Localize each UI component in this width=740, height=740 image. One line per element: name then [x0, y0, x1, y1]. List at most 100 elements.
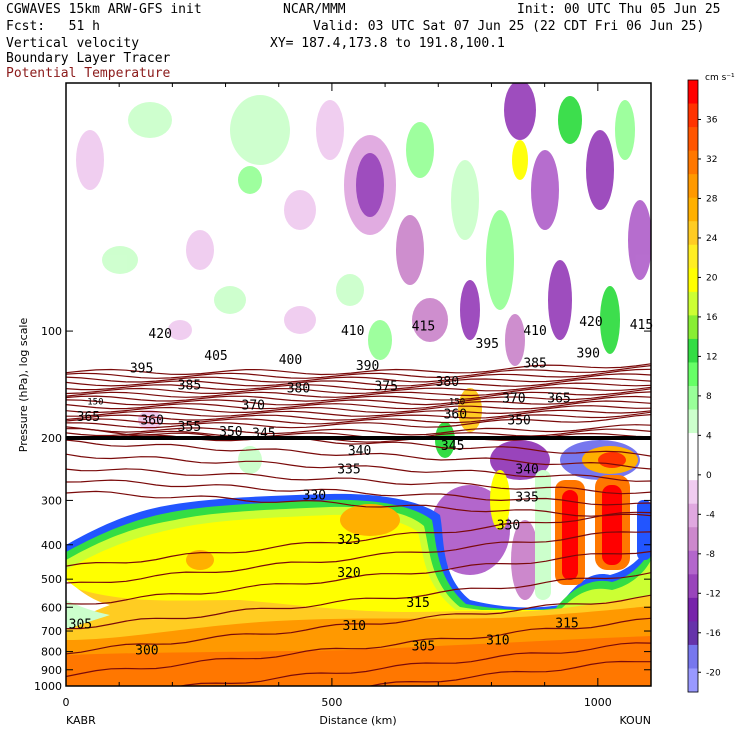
colorbar-swatch [688, 644, 698, 669]
colorbar-swatch [688, 315, 698, 340]
y-axis-title: Pressure (hPa), log scale [17, 318, 30, 453]
theta-contour [66, 377, 651, 391]
theta-label: 315 [555, 617, 578, 632]
theta-label: 300 [135, 644, 158, 659]
colorbar-swatch [688, 291, 698, 316]
theta-label: 340 [515, 462, 538, 477]
x-tick-label: 1000 [584, 696, 612, 709]
colorbar-label: 32 [706, 155, 717, 165]
theta-label: 400 [279, 353, 302, 368]
theta-contour [66, 414, 651, 429]
colorbar-swatch [688, 668, 698, 693]
theta-label: 410 [523, 324, 546, 339]
theta-label: 385 [178, 378, 201, 393]
theta-contour [66, 365, 651, 379]
colorbar-swatch [688, 527, 698, 552]
colorbar-swatch [688, 197, 698, 222]
colorbar-label: -20 [706, 668, 721, 678]
colorbar-swatch [688, 409, 698, 434]
colorbar-swatch [688, 80, 698, 105]
colorbar-label: -12 [706, 589, 721, 599]
theta-contour [66, 409, 651, 421]
colorbar-swatch [688, 244, 698, 269]
colorbar-label: 20 [706, 273, 718, 283]
theta-contour [66, 382, 651, 395]
colorbar-swatch [688, 362, 698, 387]
theta-label: 330 [497, 519, 520, 534]
theta-label: 370 [242, 398, 265, 413]
theta-label: 150 [87, 398, 103, 408]
theta-contour [66, 368, 651, 383]
theta-contour [66, 550, 651, 605]
colorbar-label: -8 [706, 550, 715, 560]
theta-contour [66, 594, 651, 655]
y-tick-label: 400 [41, 539, 62, 552]
colorbar-swatch [688, 150, 698, 175]
x-tick-label: 0 [63, 696, 70, 709]
colorbar-label: 16 [706, 313, 718, 323]
colorbar-units: cm s⁻¹ [705, 73, 735, 83]
theta-contour [66, 427, 651, 457]
theta-contour [66, 391, 651, 406]
colorbar-swatch [688, 127, 698, 152]
theta-label: 385 [523, 357, 546, 372]
colorbar-swatch [688, 174, 698, 199]
theta-contour [66, 424, 651, 436]
colorbar-label: 36 [706, 115, 718, 125]
theta-contour [66, 572, 651, 630]
theta-contour [178, 642, 651, 686]
colorbar-label: 8 [706, 392, 712, 402]
theta-label: 305 [69, 618, 92, 633]
x-axis: 0 500 1000 [63, 83, 652, 709]
theta-contour [66, 439, 651, 470]
colorbar-label: 24 [706, 234, 718, 244]
theta-contour [367, 660, 651, 686]
y-axis: 100 200 300 400 500 600 700 800 900 1000 [34, 325, 651, 693]
theta-label: 415 [630, 318, 653, 333]
theta-label-layer: 420 410 415 405 400 395 390 385 380 375 370 365 360 3… [69, 315, 654, 659]
colorbar-label: 12 [706, 352, 717, 362]
theta-label: 420 [579, 315, 602, 330]
plot-frame [65, 82, 652, 687]
theta-label: 355 [178, 420, 201, 435]
field-vertical-velocity: Vertical velocity [6, 36, 140, 51]
left-station-label: KABR [66, 714, 96, 727]
theta-label: 415 [412, 320, 435, 335]
theta-label: 420 [148, 327, 171, 342]
theta-contour [66, 490, 651, 517]
theta-label: 405 [204, 349, 227, 364]
colorbar-swatch [688, 103, 698, 128]
colorbar: 36 32 28 24 20 16 12 8 4 0 -4 -8 -12 -16 -20 [687, 79, 721, 693]
field-potential-temperature: Potential Temperature [6, 66, 171, 81]
theta-contour [66, 395, 651, 410]
theta-label: 350 [219, 425, 242, 440]
theta-contour [66, 373, 651, 387]
x-axis-title: Distance (km) [319, 714, 396, 727]
y-tick-label: 300 [41, 494, 62, 507]
theta-label: 345 [252, 426, 275, 441]
theta-contour [66, 388, 651, 402]
theta-label: 395 [476, 337, 499, 352]
theta-label: 360 [140, 413, 163, 428]
theta-contour [66, 453, 651, 482]
theta-label: 365 [77, 410, 100, 425]
colorbar-swatch [688, 597, 698, 622]
colorbar-swatch [688, 456, 698, 481]
colorbar-label: 28 [706, 194, 718, 204]
theta-label: 380 [287, 382, 310, 397]
theta-contour [66, 405, 651, 417]
right-station-label: KOUN [619, 714, 651, 727]
theta-contour [66, 400, 651, 414]
y-tick-label: 800 [41, 646, 62, 659]
colorbar-swatch [688, 386, 698, 411]
y-tick-label: 1000 [34, 680, 62, 693]
colorbar-swatch [688, 503, 698, 528]
y-tick-label: 700 [41, 625, 62, 638]
theta-contour [66, 411, 651, 425]
center-name: NCAR/MMM [283, 2, 346, 17]
theta-label: 315 [406, 596, 429, 611]
theta-label: 395 [130, 362, 153, 377]
colorbar-label: 4 [706, 431, 712, 441]
theta-label: 340 [348, 444, 371, 459]
